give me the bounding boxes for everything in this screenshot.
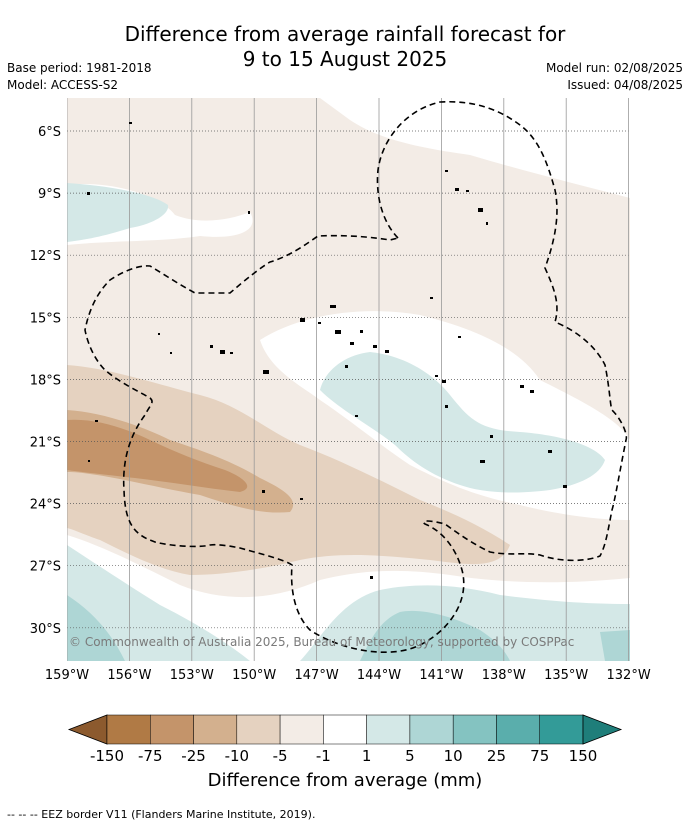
- colorbar-tick-label: 5: [405, 747, 415, 765]
- lat-tick-label: 21°S: [30, 436, 61, 451]
- lon-tick-label: 147°W: [295, 668, 339, 683]
- meta-left: Base period: 1981-2018 Model: ACCESS-S2: [7, 60, 152, 94]
- base-period: Base period: 1981-2018: [7, 61, 152, 75]
- latitude-labels: 6°S 9°S 12°S 15°S 18°S 21°S 24°S 27°S 30°S: [30, 125, 61, 637]
- graticule: [67, 98, 630, 661]
- colorbar-extend-low: [67, 714, 108, 745]
- colorbar-bin: [452, 714, 497, 745]
- colorbar-title: Difference from average (mm): [207, 770, 483, 791]
- field-brown-light: [67, 365, 510, 575]
- colorbar-tick-label: 10: [444, 747, 463, 765]
- lon-tick-label: 132°W: [607, 668, 651, 683]
- meta-right: Model run: 02/08/2025 Issued: 04/08/2025: [546, 60, 683, 94]
- longitude-labels: 159°W 156°W 153°W 150°W 147°W 144°W 141°W 138°W…: [45, 668, 651, 683]
- lat-tick-label: 27°S: [30, 560, 61, 575]
- title-line-1: Difference from average rainfall forecas…: [124, 22, 566, 46]
- rainfall-map: © Commonwealth of Australia 2025, Bureau…: [30, 98, 651, 765]
- colorbar-bin: [279, 714, 324, 745]
- lon-tick-label: 144°W: [357, 668, 401, 683]
- lon-tick-label: 156°W: [107, 668, 151, 683]
- field-teal-dark-bottom: [67, 595, 630, 661]
- lon-tick-label: 150°W: [232, 668, 276, 683]
- issued-date: Issued: 04/08/2025: [567, 78, 683, 92]
- colorbar-tick-label: 25: [487, 747, 506, 765]
- lat-tick-label: 9°S: [38, 187, 61, 202]
- lat-tick-label: 12°S: [30, 249, 61, 264]
- eez-border: [84, 100, 628, 653]
- colorbar-tick-label: -150: [90, 747, 124, 765]
- colorbar-bin: [539, 714, 584, 745]
- copyright-notice: © Commonwealth of Australia 2025, Bureau…: [69, 635, 574, 649]
- title-line-2: 9 to 15 August 2025: [242, 47, 448, 71]
- colorbar-tick-label: -5: [273, 747, 288, 765]
- colorbar-bin: [236, 714, 281, 745]
- model-run: Model run: 02/08/2025: [545, 61, 683, 75]
- field-teal-topleft: [67, 183, 169, 242]
- lon-tick-label: 138°W: [482, 668, 526, 683]
- colorbar-tick-label: -10: [225, 747, 250, 765]
- colorbar-extend-high: [582, 714, 623, 745]
- colorbar-tick-label: -1: [316, 747, 331, 765]
- lon-tick-label: 141°W: [419, 668, 463, 683]
- colorbar-tick-label: 75: [530, 747, 549, 765]
- lat-tick-label: 24°S: [30, 498, 61, 513]
- colorbar-bin: [409, 714, 454, 745]
- field-white-top: [320, 98, 630, 198]
- model-name: Model: ACCESS-S2: [7, 78, 119, 92]
- colorbar-tick-label: 1: [362, 747, 372, 765]
- chart-title: Difference from average rainfall forecas…: [0, 22, 690, 72]
- map-fields: © Commonwealth of Australia 2025, Bureau…: [67, 98, 630, 661]
- lon-tick-label: 153°W: [170, 668, 214, 683]
- lon-tick-label: 159°W: [45, 668, 89, 683]
- field-teal-central: [320, 352, 605, 493]
- field-teal-bottom-left: [67, 545, 250, 661]
- islands: [87, 122, 567, 579]
- colorbar-tick-label: -75: [138, 747, 163, 765]
- colorbar: -150 -75 -25 -10 -5 -1 1 5 10 25 75 150: [67, 714, 623, 765]
- colorbar-bin: [150, 714, 194, 745]
- colorbar-bin: [366, 714, 411, 745]
- eez-footnote: -- -- -- EEZ border V11 (Flanders Marine…: [7, 808, 316, 821]
- colorbar-bin: [193, 714, 238, 745]
- lat-tick-label: 30°S: [30, 622, 61, 637]
- colorbar-bin: [106, 714, 151, 745]
- lat-tick-label: 15°S: [30, 311, 61, 326]
- colorbar-tick-label: -25: [181, 747, 206, 765]
- colorbar-bin: [323, 714, 367, 745]
- lon-tick-label: 135°W: [544, 668, 588, 683]
- field-brown-dark: [67, 419, 248, 492]
- colorbar-tick-label: 150: [569, 747, 598, 765]
- lat-tick-label: 18°S: [30, 373, 61, 388]
- colorbar-bin: [496, 714, 540, 745]
- lat-tick-label: 6°S: [38, 125, 61, 140]
